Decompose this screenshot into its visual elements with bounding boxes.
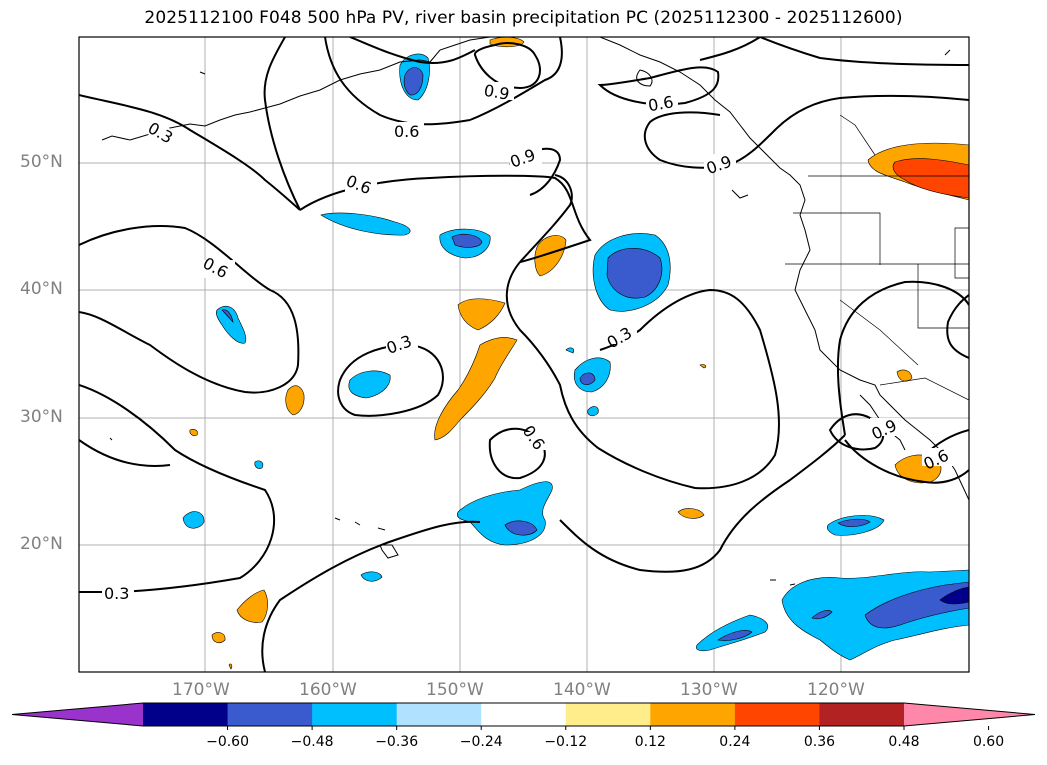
colorbar-tick-label: −0.60 bbox=[206, 734, 249, 750]
colorbar-tick-label: −0.36 bbox=[375, 734, 419, 750]
plot-frame bbox=[78, 36, 970, 673]
colorbar-segment bbox=[565, 703, 651, 726]
colorbar-tick-label: −0.24 bbox=[459, 734, 503, 750]
pv-contours bbox=[79, 37, 969, 672]
colorbar-segment bbox=[396, 703, 482, 726]
lon-label-120w: 120°W bbox=[807, 680, 865, 700]
colorbar-tick-label: 0.60 bbox=[972, 734, 1005, 750]
lon-label-160w: 160°W bbox=[299, 680, 357, 700]
contour-label: 0.3 bbox=[104, 584, 129, 603]
colorbar-segment bbox=[312, 703, 398, 726]
colorbar-segment bbox=[650, 703, 736, 726]
colorbar-tick-label: 0.48 bbox=[888, 734, 920, 750]
colorbar-outline bbox=[11, 702, 1036, 727]
lat-label-30n: 30°N bbox=[20, 407, 63, 427]
colorbar bbox=[11, 702, 1036, 730]
lon-label-130w: 130°W bbox=[680, 680, 738, 700]
gridlines bbox=[79, 37, 969, 672]
colorbar-segment bbox=[734, 703, 820, 726]
contour-label: 0.9 bbox=[482, 81, 510, 104]
lat-label-40n: 40°N bbox=[20, 279, 63, 299]
colorbar-segment bbox=[819, 703, 905, 726]
colorbar-segment bbox=[481, 703, 567, 726]
colorbar-extend-max bbox=[904, 703, 1035, 726]
colorbar-tick-label: −0.48 bbox=[290, 734, 334, 750]
precip-positive bbox=[189, 37, 969, 670]
map-title: 2025112100 F048 500 hPa PV, river basin … bbox=[144, 8, 903, 28]
borders bbox=[785, 114, 969, 401]
contour-label: 0.6 bbox=[394, 122, 419, 141]
lat-label-20n: 20°N bbox=[20, 534, 63, 554]
colorbar-extend-min bbox=[12, 703, 143, 726]
plot-area bbox=[79, 37, 969, 672]
colorbar-segment bbox=[227, 703, 313, 726]
colorbar-tick-label: −0.12 bbox=[544, 734, 588, 750]
precip-negative bbox=[182, 53, 969, 661]
colorbar-tick-label: 0.24 bbox=[719, 734, 751, 750]
lon-label-150w: 150°W bbox=[426, 680, 484, 700]
lon-label-170w: 170°W bbox=[172, 680, 230, 700]
colorbar-tick-label: 0.12 bbox=[634, 734, 666, 750]
contour-label: 0.6 bbox=[647, 92, 675, 115]
colorbar-segment bbox=[143, 703, 229, 726]
colorbar-tick-label: 0.36 bbox=[803, 734, 836, 750]
lon-label-140w: 140°W bbox=[553, 680, 611, 700]
lat-label-50n: 50°N bbox=[20, 152, 63, 172]
